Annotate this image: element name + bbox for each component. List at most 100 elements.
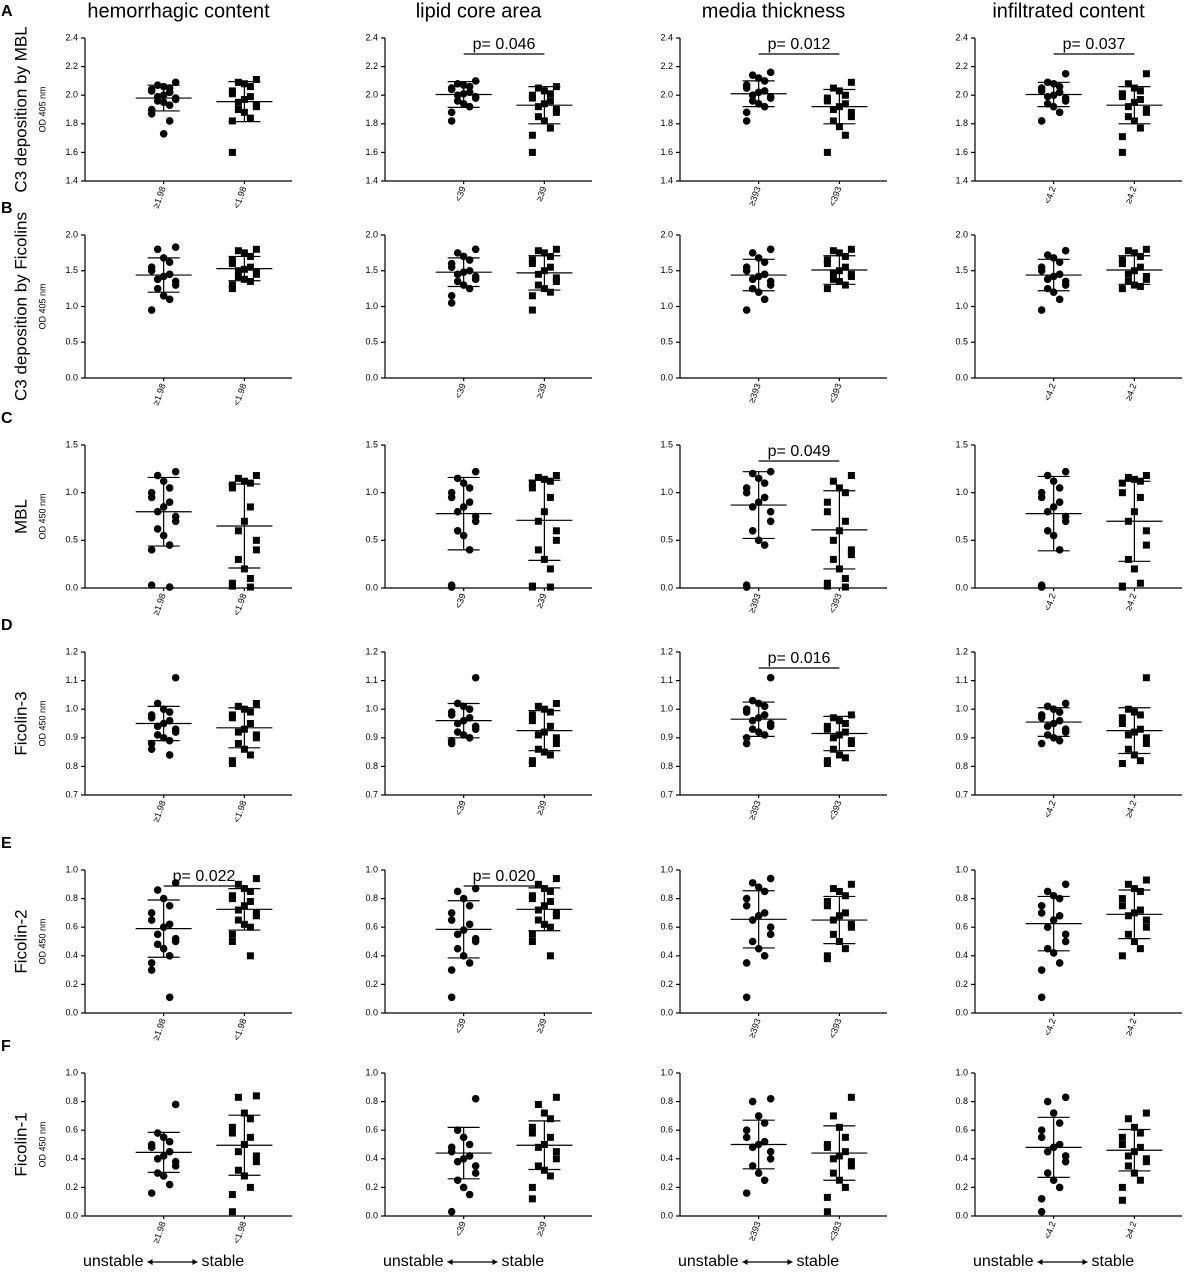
data-point — [534, 473, 542, 481]
data-point — [823, 1143, 831, 1151]
data-point — [153, 525, 162, 533]
data-point — [471, 884, 480, 893]
data-point — [754, 74, 763, 82]
y-tick-label: 0.2 — [660, 1182, 673, 1192]
data-point — [760, 731, 769, 739]
data-point — [1124, 247, 1132, 255]
y-tick-label: 0.4 — [365, 1153, 378, 1163]
p-value: p= 0.016 — [768, 650, 831, 667]
y-tick-label: 1.0 — [955, 864, 968, 874]
data-point — [823, 256, 831, 264]
y-tick-label: 1.5 — [955, 439, 968, 449]
footer-right: stable — [1092, 1253, 1135, 1270]
data-point — [847, 1158, 855, 1166]
data-point — [252, 270, 260, 278]
y-tick-label: 1.0 — [65, 301, 78, 311]
data-point — [528, 148, 536, 156]
data-point — [234, 740, 242, 748]
data-point — [240, 745, 248, 753]
data-point — [528, 94, 536, 102]
data-point — [528, 306, 536, 314]
y-tick-label: 0.7 — [65, 789, 78, 799]
data-point — [165, 101, 174, 110]
data-point — [228, 117, 236, 125]
data-point — [823, 1208, 831, 1216]
data-point — [766, 245, 775, 254]
y-tick-label: 1.4 — [365, 175, 378, 185]
data-point — [1142, 916, 1150, 924]
data-point — [1130, 1169, 1138, 1177]
data-point — [1130, 938, 1138, 945]
data-point — [1118, 720, 1126, 727]
data-point — [1037, 266, 1046, 275]
y-tick-label: 0.0 — [955, 1007, 968, 1017]
data-point — [748, 1143, 757, 1152]
data-point — [1136, 252, 1144, 260]
data-point — [1118, 479, 1126, 487]
data-point — [841, 100, 849, 108]
data-point — [546, 1115, 554, 1123]
data-point — [766, 281, 775, 289]
column-title: media thickness — [702, 0, 845, 22]
data-point — [1136, 757, 1144, 765]
data-point — [742, 1189, 751, 1197]
data-point — [1037, 966, 1046, 974]
data-point — [465, 1190, 474, 1199]
y-tick-label: 0.7 — [365, 789, 378, 799]
arrow-head — [147, 1259, 198, 1265]
data-point — [823, 285, 831, 293]
data-point — [1061, 69, 1070, 78]
data-point — [165, 952, 174, 960]
data-point — [748, 249, 757, 257]
data-point — [760, 258, 769, 266]
data-point — [1136, 906, 1144, 914]
data-point — [147, 581, 156, 589]
data-point — [252, 472, 260, 480]
data-point — [829, 745, 837, 753]
data-point — [465, 713, 474, 722]
data-point — [165, 1137, 174, 1146]
y-tick-label: 2.2 — [955, 61, 968, 71]
data-point — [1124, 113, 1132, 121]
data-point — [823, 260, 831, 268]
data-point — [1037, 739, 1046, 748]
data-point — [165, 498, 174, 507]
data-point — [1142, 1109, 1150, 1117]
data-point — [1124, 880, 1132, 888]
data-point — [165, 117, 174, 125]
data-point — [546, 583, 554, 591]
x-tick-label: ≥39 — [534, 799, 549, 816]
data-point — [1130, 565, 1138, 573]
data-point — [534, 270, 542, 278]
data-point — [766, 507, 775, 516]
data-point — [465, 82, 474, 91]
data-point — [1055, 1183, 1064, 1192]
row-label: MBL — [11, 499, 30, 534]
data-point — [153, 245, 162, 254]
data-point — [829, 1155, 837, 1163]
data-point — [546, 1172, 554, 1180]
data-point — [528, 260, 536, 268]
data-point — [841, 252, 849, 260]
data-point — [453, 97, 462, 105]
data-point — [1118, 256, 1126, 264]
data-point — [534, 731, 542, 739]
data-point — [552, 1155, 560, 1163]
data-point — [748, 469, 757, 478]
data-point — [528, 292, 536, 300]
data-point — [760, 887, 769, 896]
data-point — [159, 130, 168, 138]
y-tick-label: 0.4 — [660, 950, 673, 960]
data-point — [447, 291, 456, 300]
x-tick-label: <393 — [827, 185, 843, 207]
data-point — [528, 256, 536, 264]
data-point — [835, 123, 843, 131]
data-point — [471, 77, 480, 85]
data-point — [165, 270, 174, 279]
data-point — [246, 887, 254, 895]
y-tick-label: 1.5 — [660, 265, 673, 275]
data-point — [1142, 527, 1150, 535]
data-point — [835, 751, 843, 759]
data-point — [1124, 1115, 1132, 1123]
y-tick-label: 1.1 — [955, 675, 968, 685]
